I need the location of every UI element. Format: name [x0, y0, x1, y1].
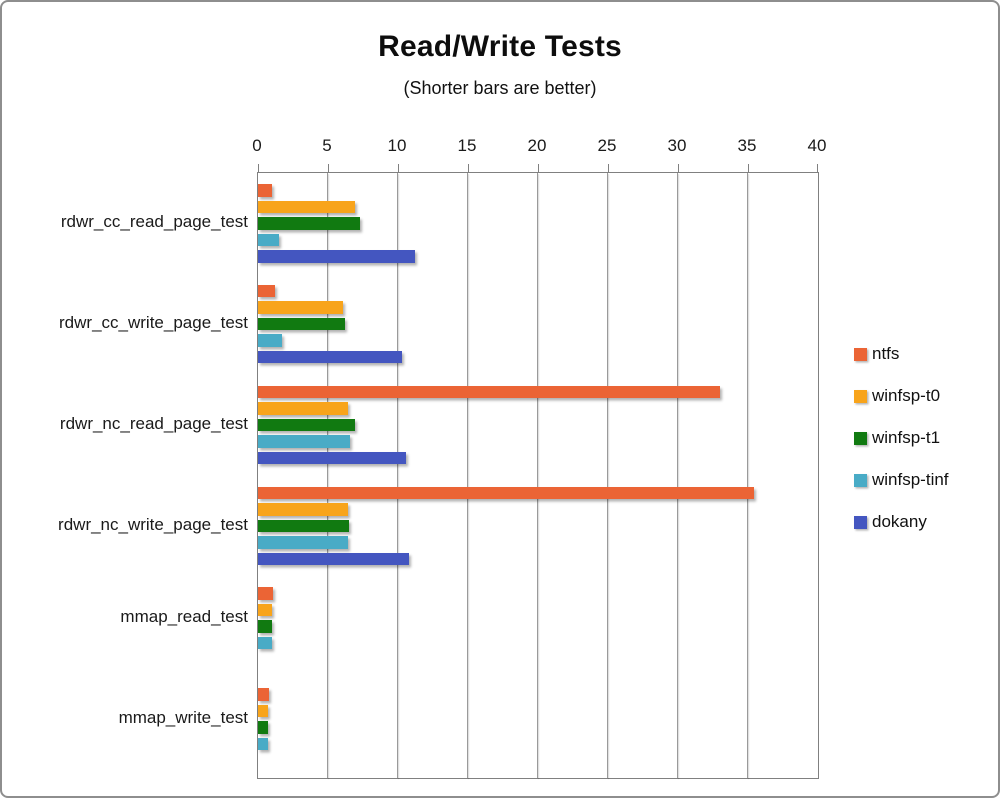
bar-winfsp-t1 [258, 418, 355, 432]
legend-label: winfsp-tinf [872, 470, 949, 489]
legend: ntfs winfsp-t0 winfsp-t1 winfsp-tinf dokany [854, 333, 949, 543]
axis-tick [468, 164, 469, 172]
legend-label: winfsp-t1 [872, 428, 941, 447]
bar-winfsp-tinf [258, 536, 348, 549]
bar-winfsp-t0 [258, 704, 268, 718]
legend-swatch-icon [854, 431, 867, 445]
legend-item-dokany: dokany [854, 501, 949, 543]
legend-label: winfsp-t0 [872, 386, 941, 405]
bar-dokany [258, 451, 407, 465]
x-tick-label: 10 [387, 136, 407, 155]
legend-swatch-icon [854, 389, 867, 403]
axis-tick [748, 164, 749, 172]
bar-winfsp-t1 [258, 721, 268, 734]
legend-swatch-icon [854, 473, 867, 487]
gridline [467, 173, 468, 778]
legend-item-winfsp-t0: winfsp-t0 [854, 375, 949, 417]
legend-swatch-icon [854, 515, 867, 529]
bar-winfsp-tinf [258, 435, 351, 448]
axis-tick [258, 164, 259, 172]
x-tick-label: 35 [737, 136, 757, 155]
bar-winfsp-t1 [258, 317, 345, 331]
bar-winfsp-tinf [258, 233, 279, 246]
x-tick-label: 5 [322, 136, 332, 155]
bar-winfsp-tinf [258, 737, 268, 751]
category-label: rdwr_cc_read_page_test [60, 212, 248, 232]
legend-item-ntfs: ntfs [854, 333, 949, 375]
x-tick-label: 25 [597, 136, 617, 155]
axis-tick [398, 164, 399, 172]
category-label: rdwr_cc_write_page_test [59, 313, 248, 333]
bar-winfsp-t1 [258, 217, 361, 230]
category-label: rdwr_nc_read_page_test [59, 413, 248, 433]
axis-tick [538, 164, 539, 172]
category-label: mmap_write_test [118, 708, 248, 728]
legend-label: dokany [872, 512, 927, 531]
x-tick-label: 20 [527, 136, 547, 155]
legend-item-winfsp-t1: winfsp-t1 [854, 417, 949, 459]
bar-ntfs [258, 184, 272, 197]
gridline [327, 173, 328, 778]
bar-dokany [258, 250, 415, 263]
axis-tick [817, 164, 818, 172]
bar-winfsp-t0 [258, 402, 348, 415]
bar-ntfs [258, 486, 754, 499]
bar-ntfs [258, 284, 275, 298]
x-tick-label: 0 [252, 136, 262, 155]
gridline [397, 173, 398, 778]
category-label: rdwr_nc_write_page_test [58, 514, 248, 534]
gridline [607, 173, 608, 778]
bar-dokany [258, 552, 410, 565]
chart-title: Read/Write Tests [378, 30, 622, 63]
bar-winfsp-t0 [258, 603, 272, 617]
bar-dokany [258, 350, 403, 364]
bar-winfsp-tinf [258, 636, 272, 650]
bar-winfsp-t1 [258, 620, 272, 633]
bar-ntfs [258, 587, 274, 600]
axis-tick [678, 164, 679, 172]
legend-item-winfsp-tinf: winfsp-tinf [854, 459, 949, 501]
x-tick-label: 15 [457, 136, 477, 155]
plot-area [257, 164, 819, 779]
bar-winfsp-tinf [258, 334, 282, 347]
x-tick-label: 30 [667, 136, 687, 155]
legend-label: ntfs [872, 344, 900, 363]
x-tick-label: 40 [807, 136, 827, 155]
chart-subtitle: (Shorter bars are better) [403, 78, 597, 98]
gridline [537, 173, 538, 778]
bar-ntfs [258, 688, 270, 701]
category-label: mmap_read_test [120, 607, 248, 627]
bar-winfsp-t1 [258, 519, 349, 532]
gridline [747, 173, 748, 778]
axis-tick [328, 164, 329, 172]
legend-swatch-icon [854, 347, 867, 361]
axis-tick [608, 164, 609, 172]
bar-winfsp-t0 [258, 200, 355, 213]
bar-ntfs [258, 385, 720, 399]
bar-winfsp-t0 [258, 503, 348, 516]
gridline [677, 173, 678, 778]
bar-winfsp-t0 [258, 301, 344, 314]
